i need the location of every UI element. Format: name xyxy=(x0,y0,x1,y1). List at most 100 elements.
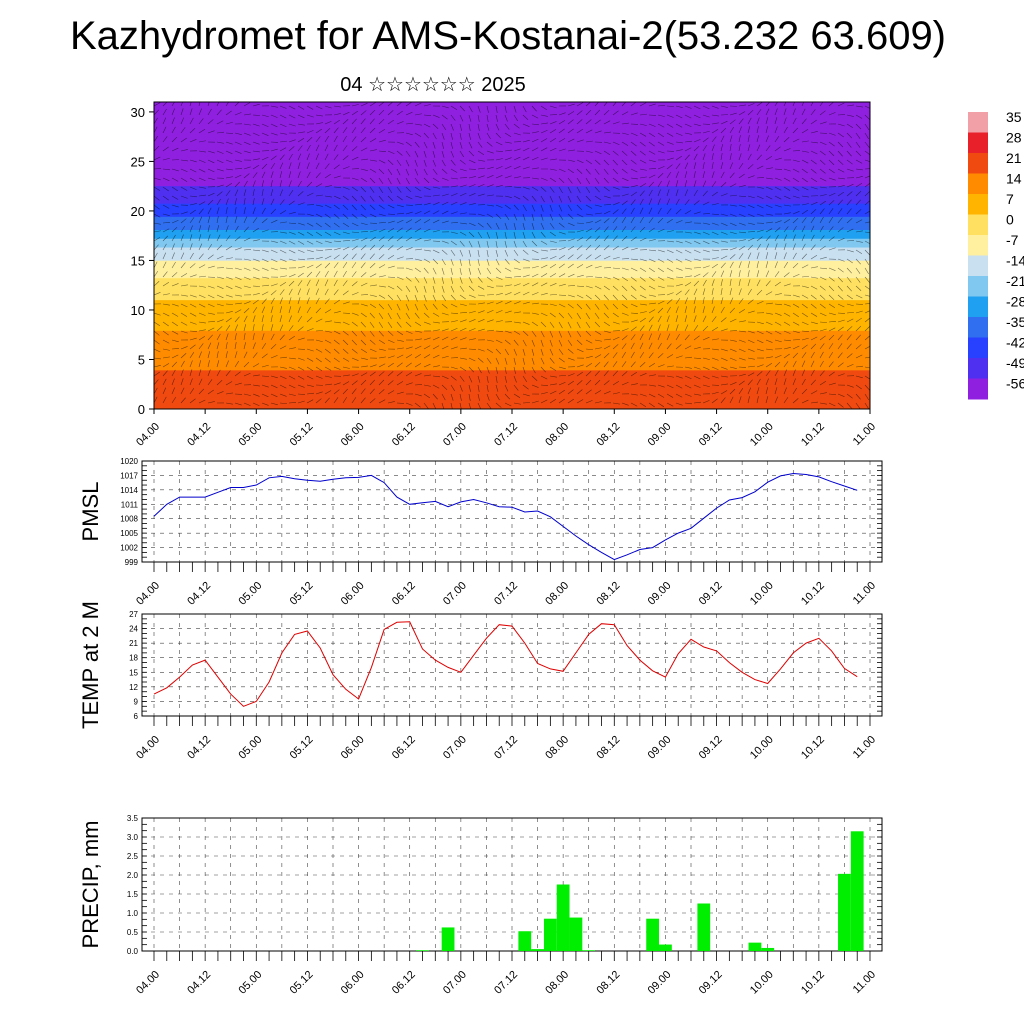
y-tick-label: 1005 xyxy=(120,529,138,538)
wind-barb xyxy=(585,213,593,216)
x-tick-label: 10.00 xyxy=(748,969,776,997)
wind-barb xyxy=(324,240,332,244)
wind-barb xyxy=(342,339,349,346)
wind-barb xyxy=(720,135,725,143)
wind-barb xyxy=(171,126,176,134)
wind-barb xyxy=(513,283,521,287)
wind-barb xyxy=(855,294,863,299)
wind-barb xyxy=(801,150,809,153)
wind-barb xyxy=(756,270,760,278)
wind-barb xyxy=(432,219,440,224)
wind-barb xyxy=(432,312,440,317)
wind-barb xyxy=(261,156,269,161)
wind-barb xyxy=(486,204,494,207)
wind-barb xyxy=(855,105,863,108)
wind-barb xyxy=(468,285,475,291)
wind-barb xyxy=(225,141,233,145)
wind-barb xyxy=(765,339,773,343)
wind-barb xyxy=(684,258,692,262)
wind-barb xyxy=(747,387,752,395)
wind-barb xyxy=(783,212,791,215)
wind-barb xyxy=(261,189,264,197)
wind-barb xyxy=(738,153,742,161)
wind-barb xyxy=(360,379,367,386)
wind-barb xyxy=(504,292,512,296)
wind-barb xyxy=(864,249,870,256)
wind-barb xyxy=(207,243,213,251)
wind-barb xyxy=(765,261,769,269)
wind-barb xyxy=(639,102,647,107)
wind-barb xyxy=(423,202,431,206)
field-band xyxy=(154,141,870,147)
wind-barb xyxy=(234,132,242,135)
wind-barb xyxy=(594,303,600,310)
wind-barb xyxy=(513,258,520,264)
wind-barb xyxy=(522,147,530,152)
wind-barb xyxy=(432,375,440,378)
wind-barb xyxy=(225,303,233,305)
wind-barb xyxy=(414,345,422,350)
wind-barb xyxy=(747,299,754,305)
wind-barb xyxy=(162,312,170,317)
wind-barb xyxy=(756,144,761,152)
wind-barb xyxy=(594,204,602,207)
wind-barb xyxy=(801,312,808,318)
wind-barb xyxy=(351,156,359,161)
wind-barb xyxy=(513,348,517,356)
x-tick-label: 07.12 xyxy=(492,969,520,997)
colorbar-label: -42 xyxy=(1006,335,1024,351)
wind-barb xyxy=(792,262,799,269)
wind-barb xyxy=(324,288,329,296)
wind-barb xyxy=(513,375,517,383)
x-tick-label: 07.00 xyxy=(441,969,469,997)
wind-barb xyxy=(261,249,269,253)
x-tick-label: 07.12 xyxy=(492,734,520,762)
field-band xyxy=(154,400,870,406)
wind-barb xyxy=(423,354,431,359)
wind-barb xyxy=(468,231,475,238)
x-tick-label: 07.00 xyxy=(441,421,469,449)
wind-barb xyxy=(468,393,471,401)
wind-barb xyxy=(531,265,539,269)
wind-barb xyxy=(369,127,376,134)
wind-barb xyxy=(378,264,386,269)
precip-bar xyxy=(761,947,775,951)
wind-barb xyxy=(639,198,644,206)
wind-barb xyxy=(324,397,330,404)
wind-barb xyxy=(279,123,287,128)
wind-barb xyxy=(162,293,170,296)
wind-barb xyxy=(846,334,852,341)
wind-barb xyxy=(396,219,404,224)
wind-barb xyxy=(387,294,394,301)
wind-barb xyxy=(441,114,448,120)
wind-barb xyxy=(540,392,548,395)
wind-barb xyxy=(154,156,161,161)
wind-barb xyxy=(630,112,638,116)
wind-barb xyxy=(315,288,319,296)
wind-barb xyxy=(378,139,386,143)
wind-barb xyxy=(792,303,800,308)
wind-barb xyxy=(648,294,656,297)
wind-barb xyxy=(585,348,593,351)
wind-barb xyxy=(207,321,215,323)
wind-barb xyxy=(378,285,386,288)
wind-barb xyxy=(828,393,836,396)
wind-barb xyxy=(216,380,223,386)
wind-barb xyxy=(603,370,609,377)
wind-barb xyxy=(333,175,341,179)
wind-barb xyxy=(783,204,791,207)
wind-barb xyxy=(828,351,834,359)
wind-barb xyxy=(711,271,717,278)
wind-barb xyxy=(846,384,854,388)
wind-barb xyxy=(414,363,422,368)
wind-barb xyxy=(297,306,301,314)
wind-barb xyxy=(693,280,700,287)
wind-barb xyxy=(864,221,870,224)
wind-barb xyxy=(297,123,305,126)
wind-barb xyxy=(864,200,870,206)
wind-barb xyxy=(396,177,401,185)
wind-barb xyxy=(207,207,212,215)
wind-barb xyxy=(747,103,755,107)
wind-barb xyxy=(171,108,175,116)
wind-barb xyxy=(648,316,654,323)
